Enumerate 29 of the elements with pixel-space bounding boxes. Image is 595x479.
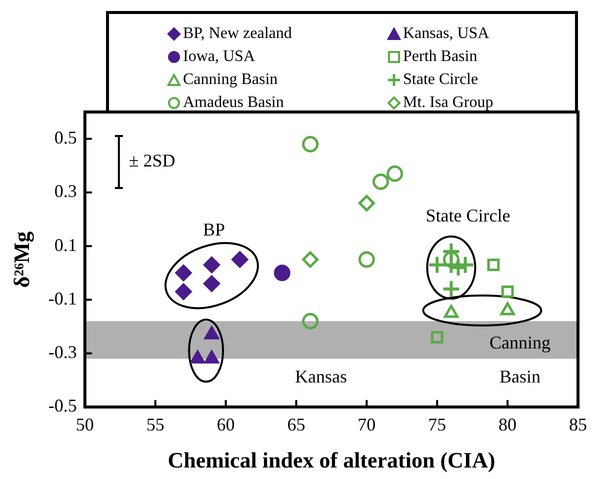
annotation: Canning Basin <box>490 332 550 387</box>
legend-label: Amadeus Basin <box>183 94 284 112</box>
legend-label: State Circle <box>403 70 478 88</box>
x-tick-label: 55 <box>146 414 164 435</box>
y-tick-label: 0.3 <box>54 181 77 202</box>
x-tick-label: 60 <box>216 414 235 435</box>
y-tick-label: -0.5 <box>48 396 77 416</box>
x-tick-label: 75 <box>428 414 446 435</box>
y-axis-title: δ²⁶Mg <box>8 231 34 288</box>
annotation: BP <box>202 220 226 240</box>
y-tick-label: 0.5 <box>54 128 77 148</box>
x-axis-title: Chemical index of alteration (CIA) <box>168 447 496 472</box>
x-tick-label: 85 <box>569 414 587 435</box>
y-tick-label: -0.3 <box>48 342 77 362</box>
annotation: Kansas <box>295 366 347 387</box>
legend-label: Iowa, USA <box>183 48 255 66</box>
legend-label: Mt. Isa Group <box>403 94 494 112</box>
legend-label: BP, New zealand <box>183 24 292 42</box>
annotation: ± 2SD <box>128 150 176 171</box>
x-tick-label: 70 <box>358 414 376 435</box>
legend-label: Perth Basin <box>403 48 478 66</box>
y-tick-label: 0.1 <box>54 234 77 255</box>
x-tick-label: 50 <box>76 414 94 435</box>
annotation: State Circle <box>426 206 510 226</box>
x-tick-label: 80 <box>498 414 517 435</box>
legend-label: Canning Basin <box>183 70 278 88</box>
x-tick-label: 65 <box>287 414 306 435</box>
y-tick-label: -0.1 <box>48 288 77 308</box>
legend-label: Kansas, USA <box>403 24 490 42</box>
